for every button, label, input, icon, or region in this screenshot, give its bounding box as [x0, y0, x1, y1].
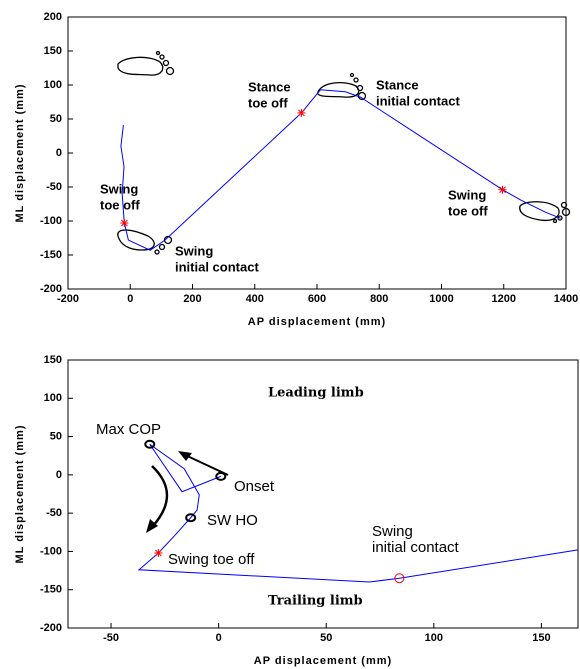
y-tick-label: 0 [56, 147, 62, 159]
annotation: initial contact [372, 539, 460, 556]
y-tick-label: 100 [44, 392, 62, 404]
y-tick-label: -200 [40, 283, 62, 295]
annotation: Trailing limb [268, 594, 363, 609]
annotation: Onset [234, 478, 275, 495]
x-tick-label: -50 [103, 632, 119, 644]
x-tick-label: 400 [246, 293, 264, 305]
event-asterisk [120, 219, 128, 227]
x-tick-label: 100 [425, 632, 443, 644]
x-tick-label: 150 [532, 632, 550, 644]
trace-line [121, 90, 561, 250]
x-tick-label: 600 [308, 293, 326, 305]
y-tick-label: -150 [40, 249, 62, 261]
annotation: Max COP [96, 421, 161, 438]
annotation: toe off [100, 197, 140, 212]
figure: -2000200400600800100012001400-200-150-10… [0, 0, 580, 669]
x-tick-label: 0 [127, 293, 133, 305]
y-tick-label: -50 [46, 507, 62, 519]
y-tick-label: 150 [44, 354, 62, 366]
annotation: initial contact [376, 93, 460, 108]
annotation: Swing [448, 187, 486, 202]
x-tick-label: 1400 [554, 293, 578, 305]
annotation: SW HO [207, 512, 258, 529]
y-tick-label: 150 [44, 45, 62, 57]
y-tick-label: 50 [50, 113, 62, 125]
annotation: Stance [248, 79, 291, 94]
y-axis-label: ML displacement (mm) [14, 425, 26, 564]
x-tick-label: 1000 [429, 293, 453, 305]
y-tick-label: 200 [44, 11, 62, 23]
annotation: Stance [376, 77, 419, 92]
x-tick-label: 200 [183, 293, 201, 305]
annotation: Swing [100, 181, 138, 196]
annotation: Swing [372, 523, 413, 540]
event-asterisk [297, 109, 305, 117]
y-tick-label: -200 [40, 622, 62, 634]
x-axis-label: AP displacement (mm) [248, 316, 386, 328]
annotation: toe off [248, 95, 288, 110]
y-tick-label: 0 [56, 469, 62, 481]
annotation: Swing [175, 243, 213, 258]
x-tick-label: 50 [320, 632, 332, 644]
event-asterisk [154, 549, 162, 557]
annotation: Leading limb [268, 386, 364, 401]
event-asterisk [499, 186, 507, 194]
y-tick-label: -150 [40, 584, 62, 596]
y-tick-label: -100 [40, 545, 62, 557]
annotation: Swing toe off [168, 551, 255, 568]
x-tick-label: 0 [216, 632, 222, 644]
annotation: initial contact [175, 259, 259, 274]
annotation: toe off [448, 203, 488, 218]
y-tick-label: 100 [44, 79, 62, 91]
y-tick-label: -50 [46, 181, 62, 193]
x-tick-label: 1200 [492, 293, 516, 305]
x-tick-label: 800 [370, 293, 388, 305]
foot-outlines [118, 52, 570, 255]
x-axis-label: AP displacement (mm) [254, 655, 392, 667]
y-axis-label: ML displacement (mm) [14, 84, 26, 223]
y-tick-label: 50 [50, 430, 62, 442]
y-tick-label: -100 [40, 215, 62, 227]
